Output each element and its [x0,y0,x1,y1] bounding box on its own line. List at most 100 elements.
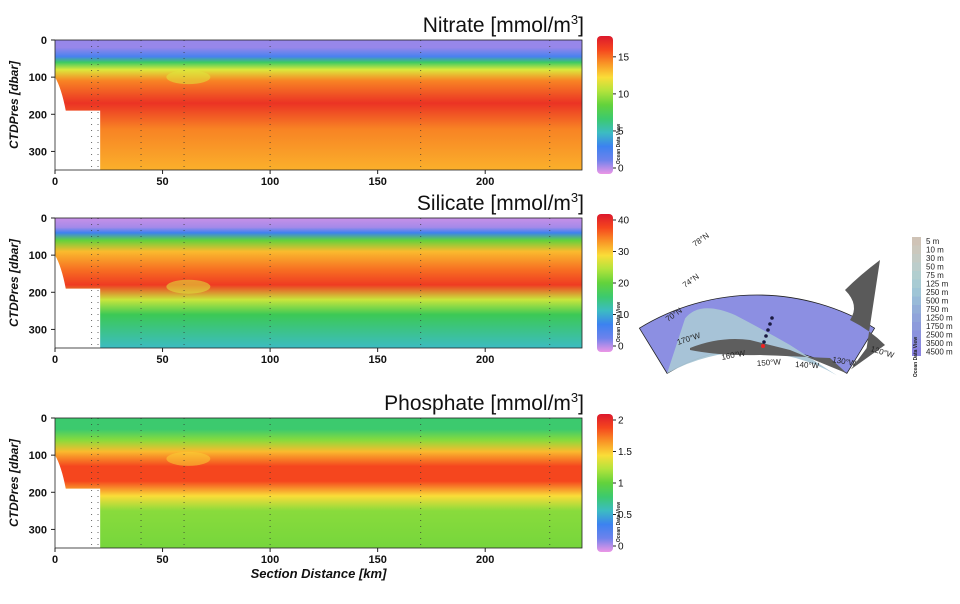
x-tick-label: 50 [156,554,168,566]
colorbar-tick-label: 20 [618,279,630,290]
depth-swatch [912,322,921,331]
depth-legend-label: 250 m [926,288,949,297]
depth-legend-label: 2500 m [926,331,953,340]
colorbar-tick-label: 1.5 [618,447,632,458]
colorbar-tick-label: 10 [618,89,630,100]
colorbar-tick-label: 40 [618,216,630,227]
x-tick-label: 150 [368,176,386,188]
depth-legend-label: 1750 m [926,322,953,331]
depth-swatch [912,279,921,288]
x-tick-label: 100 [261,176,279,188]
odv-watermark: Ocean Data View [616,502,622,542]
depth-swatch [912,271,921,280]
station-dot [770,316,774,320]
x-tick-label: 100 [261,354,279,366]
y-tick-label: 0 [41,213,47,225]
x-tick-label: 100 [261,554,279,566]
depth-swatch [912,245,921,254]
map-land-alaska [690,339,847,374]
odv-watermark: Ocean Data View [616,124,622,164]
map-lon-label: 150°W [757,357,782,368]
map-lon-label: 120°W [869,344,895,360]
feature-blob [166,451,211,466]
depth-swatch [912,305,921,314]
depth-legend-label: 500 m [926,297,949,306]
colorbar [597,36,613,174]
depth-legend-label: 750 m [926,305,949,314]
depth-legend-label: 50 m [926,263,944,272]
colorbar-tick-label: 0.5 [618,510,632,521]
depth-swatch [912,262,921,271]
x-tick-label: 150 [368,554,386,566]
colorbar-tick-label: 0 [618,342,624,353]
map-lon-label: 130°W [832,355,858,368]
colorbar-tick-label: 10 [618,310,630,321]
colorbar-tick-label: 2 [618,416,624,427]
colorbar-tick-label: 0 [618,542,624,553]
depth-legend-label: 3500 m [926,339,953,348]
station-dot [766,328,770,332]
y-tick-label: 100 [29,72,47,84]
x-tick-label: 50 [156,176,168,188]
depth-legend-label: 10 m [926,246,944,255]
colorbar-tick-label: 5 [618,126,624,137]
colorbar [597,214,613,352]
depth-swatch [912,254,921,263]
x-axis-label: Section Distance [km] [251,566,387,581]
map-odv-watermark: Ocean Data View [913,337,919,377]
station-dot-highlight [761,344,765,348]
depth-legend-label: 5 m [926,237,940,246]
section-field [55,40,582,170]
depth-swatch [912,339,921,348]
plot-frame [54,417,583,549]
odv-watermark: Ocean Data View [616,302,622,342]
colorbar-tick-label: 15 [618,52,630,63]
map-land-archipelago [845,260,885,370]
depth-swatch [912,313,921,322]
feature-blob [166,70,211,85]
colorbar-tick-label: 1 [618,479,624,490]
y-tick-label: 200 [29,287,47,299]
plot-frame [54,39,583,171]
map-lat-label: 78°N [691,231,711,249]
colorbar-tick-label: 30 [618,247,630,258]
x-tick-label: 0 [52,354,58,366]
y-tick-label: 0 [41,413,47,425]
colorbar [597,414,613,552]
panel-title: Nitrate [mmol/m3] [423,12,584,37]
feature-blob [166,279,211,294]
depth-swatch [912,330,921,339]
depth-swatch [912,288,921,297]
depth-swatch [912,347,921,356]
station-dot [762,340,766,344]
map-lon-label: 140°W [795,360,820,370]
section-field [55,218,582,348]
depth-swatch [912,296,921,305]
depth-legend-label: 125 m [926,280,949,289]
depth-legend-label: 75 m [926,271,944,280]
x-tick-label: 200 [476,176,494,188]
depth-legend-label: 30 m [926,254,944,263]
x-tick-label: 50 [156,354,168,366]
section-panel-3: 0 50 100 150 200 0 100 200 300 CTDPres [dbar] Sect… [7,390,632,581]
station-dot [768,322,772,326]
y-tick-label: 300 [29,524,47,536]
plot-frame [54,217,583,349]
y-axis-label: CTDPres [dbar] [7,438,21,527]
map-lat-label: 74°N [681,272,701,290]
depth-legend-label: 4500 m [926,348,953,357]
station-dot [764,334,768,338]
x-tick-label: 0 [52,554,58,566]
depth-legend-label: 1250 m [926,314,953,323]
y-tick-label: 100 [29,250,47,262]
x-tick-label: 0 [52,176,58,188]
x-tick-label: 150 [368,354,386,366]
y-tick-label: 300 [29,324,47,336]
panel-title: Phosphate [mmol/m3] [384,390,584,415]
y-tick-label: 300 [29,146,47,158]
colorbar-tick-label: 0 [618,164,624,175]
